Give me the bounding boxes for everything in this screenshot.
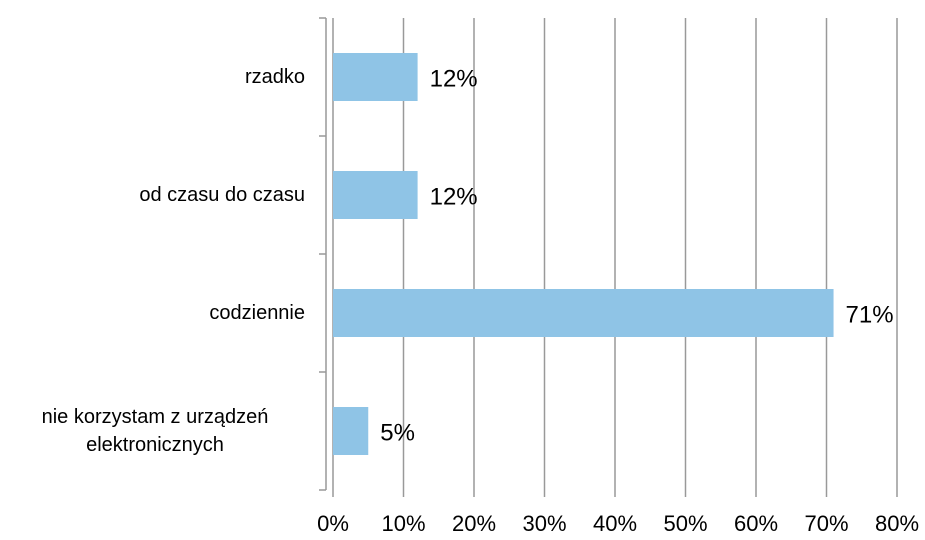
- x-tick-label: 0%: [317, 511, 349, 536]
- x-tick-label: 20%: [452, 511, 496, 536]
- y-tick-label: codziennie: [209, 302, 305, 324]
- y-tick-label: nie korzystam z urządzeń elektronicznych: [41, 406, 269, 456]
- value-label: 12%: [430, 183, 478, 210]
- y-tick-label: rzadko: [244, 66, 305, 88]
- x-tick-label: 60%: [734, 511, 778, 536]
- x-tick-label: 10%: [381, 511, 425, 536]
- category-box: nie korzystam z urządzeń elektronicznych: [0, 391, 305, 471]
- x-tick-label: 40%: [593, 511, 637, 536]
- bar: [333, 407, 369, 455]
- bar: [333, 53, 418, 101]
- category-box: od czasu do czasu: [0, 155, 305, 235]
- bar: [333, 171, 418, 219]
- bar: [333, 289, 834, 337]
- category-box: codziennie: [0, 273, 305, 353]
- value-label: 5%: [380, 419, 415, 446]
- x-tick-label: 80%: [875, 511, 919, 536]
- category-box: rzadko: [0, 37, 305, 117]
- x-tick-label: 30%: [522, 511, 566, 536]
- x-tick-label: 70%: [804, 511, 848, 536]
- value-label: 71%: [846, 301, 894, 328]
- x-tick-label: 50%: [663, 511, 707, 536]
- value-label: 12%: [430, 65, 478, 92]
- y-tick-label: od czasu do czasu: [139, 184, 305, 206]
